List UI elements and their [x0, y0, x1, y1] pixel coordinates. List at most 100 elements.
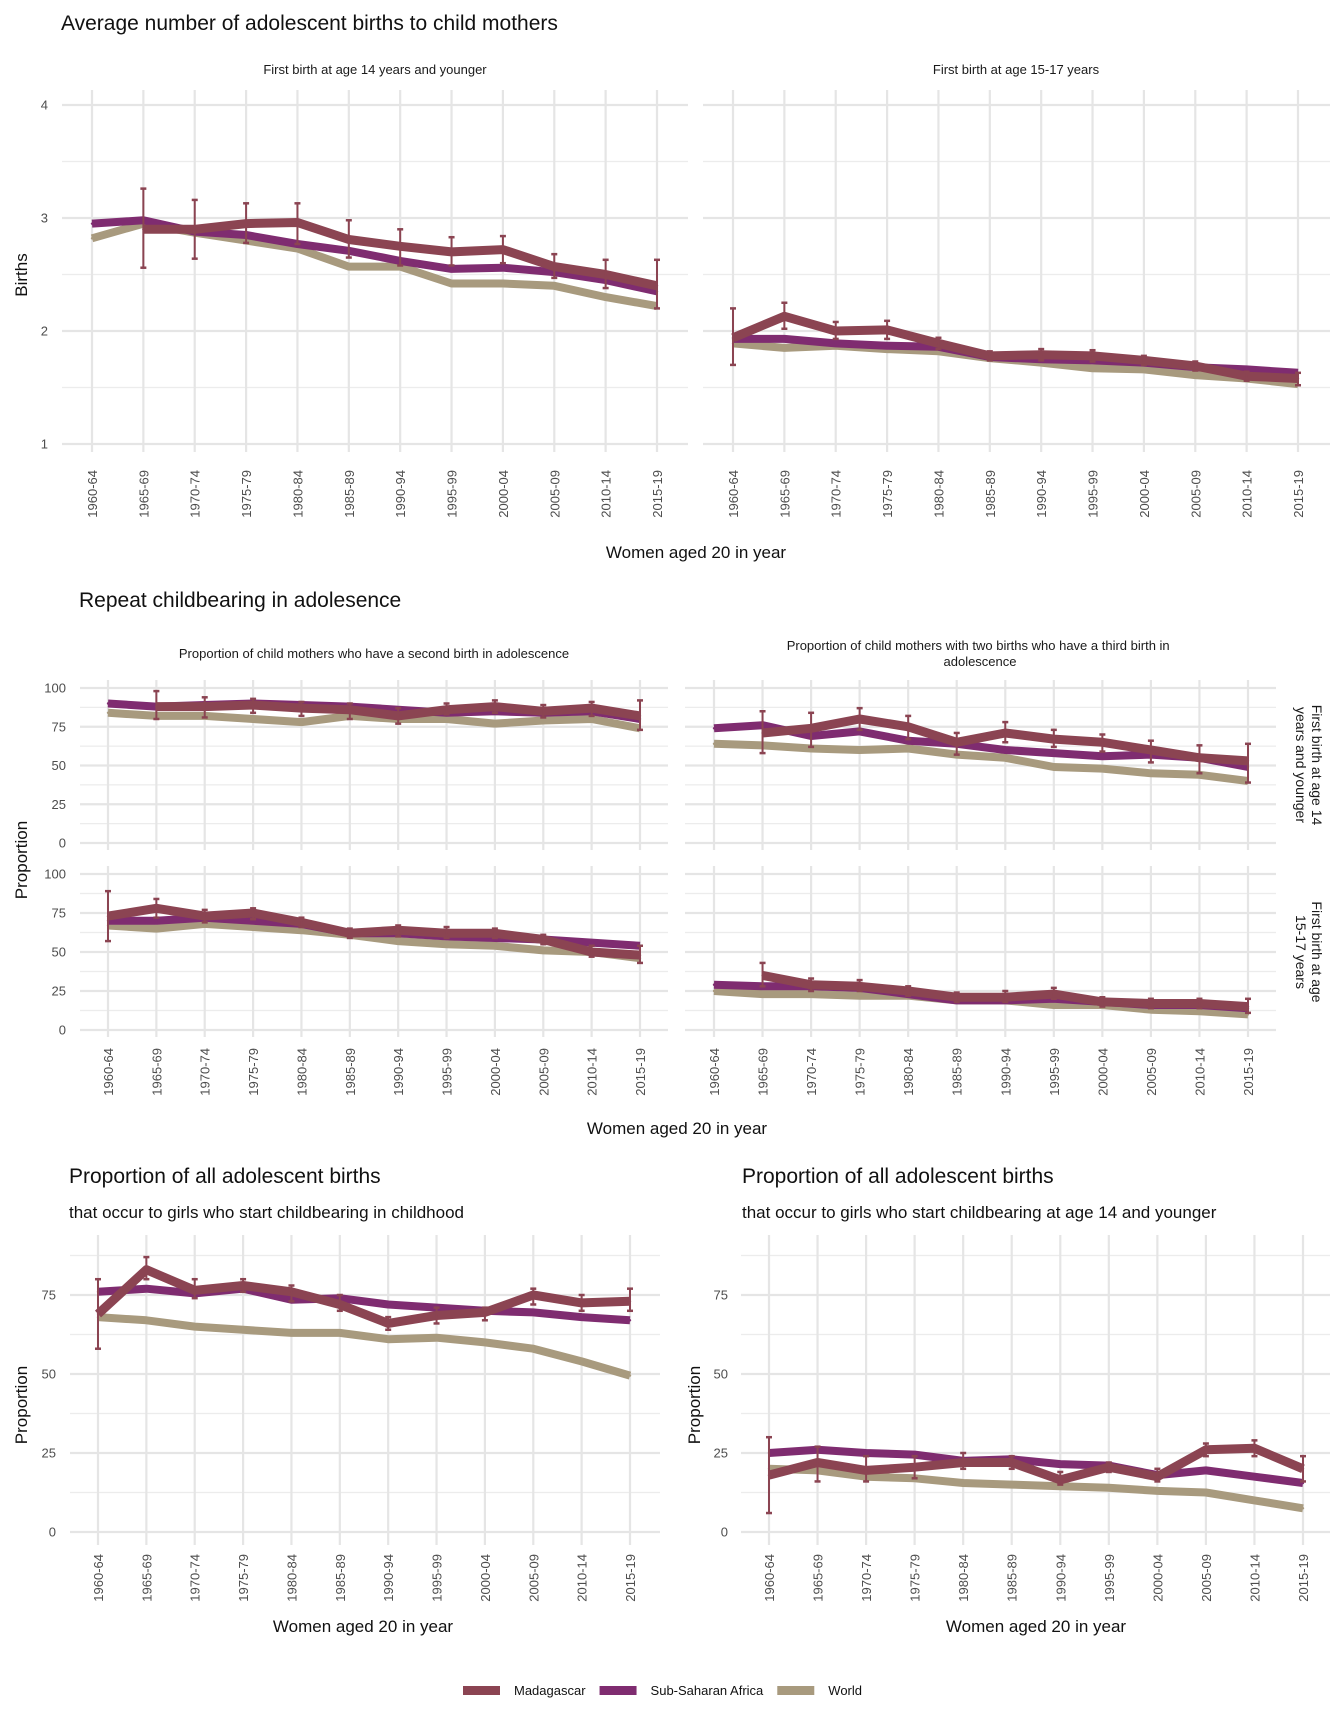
legend-label: Sub-Saharan Africa	[651, 1683, 765, 1698]
error-bar	[298, 700, 305, 718]
facet-title-third-birth: Proportion of child mothers with two bir…	[787, 638, 1174, 669]
data-point	[145, 1319, 148, 1322]
x-tick-label: 1980-84	[294, 1048, 309, 1096]
error-bar	[1008, 1454, 1015, 1471]
series-line	[768, 1464, 1304, 1513]
error-bar	[602, 258, 609, 290]
error-bar	[911, 1454, 918, 1480]
data-point	[1301, 1507, 1305, 1510]
error-bar	[243, 202, 250, 245]
data-point	[193, 1325, 196, 1328]
x-axis-title-section3-right: Women aged 20 in year	[946, 1617, 1127, 1636]
strip-label-15-17-line1: First birth at age	[1309, 901, 1325, 1002]
data-point	[580, 1360, 583, 1363]
series-line	[107, 708, 641, 733]
error-bar	[346, 927, 353, 940]
error-bar	[288, 1284, 295, 1303]
error-bar	[1002, 720, 1009, 744]
x-tick-label: 1985-89	[333, 1554, 348, 1602]
x-tick-label: 2015-19	[1241, 1048, 1256, 1096]
error-bar	[856, 706, 863, 732]
legend-swatch	[777, 1686, 815, 1695]
error-bar	[1245, 997, 1251, 1015]
x-tick-label: 2010-14	[585, 1048, 600, 1096]
series-line	[731, 311, 1299, 383]
error-bar	[153, 689, 160, 721]
x-tick-label: 1965-69	[149, 1048, 164, 1096]
strip-label-14-line2: years and younger	[1293, 707, 1309, 823]
error-bar	[1196, 997, 1203, 1010]
panel-avg-births-15-17: 1960-64 1965-69 1970-74 1975-79 1980-84 1985-…	[703, 90, 1330, 518]
data-point	[241, 1328, 245, 1331]
data-point	[435, 1336, 438, 1339]
x-tick-label: 1980-84	[956, 1554, 971, 1602]
x-tick-label: 2015-19	[633, 1048, 648, 1096]
data-point	[590, 717, 593, 721]
error-bar	[1251, 1439, 1258, 1458]
x-tick-label: 2005-09	[1199, 1554, 1214, 1602]
error-bar	[1050, 986, 1057, 1001]
data-point	[251, 717, 255, 721]
error-bar	[143, 1255, 150, 1281]
y-tick-label: 0	[721, 1525, 728, 1540]
x-tick-label: 2010-14	[599, 470, 614, 518]
series-madagascar	[766, 1435, 1306, 1515]
x-tick-label: 1985-89	[983, 470, 998, 518]
section-title-prop-childhood: Proportion of all adolescent births	[69, 1165, 381, 1188]
error-bar	[832, 320, 839, 341]
x-tick-label: 1995-99	[445, 470, 460, 518]
data-point	[106, 702, 110, 705]
data-point	[145, 1287, 148, 1290]
y-axis-title-births: Births	[12, 253, 31, 296]
x-tick-label: 1960-64	[85, 470, 100, 518]
error-bar	[395, 706, 402, 725]
x-tick-label: 1960-64	[762, 1554, 777, 1602]
error-bar	[1245, 742, 1251, 784]
error-bar	[808, 977, 815, 993]
error-bar	[397, 228, 404, 267]
series-line	[767, 1443, 1305, 1485]
x-tick-label: 2015-19	[1296, 1554, 1311, 1602]
x-tick-label: 1965-69	[139, 1554, 154, 1602]
y-tick-label: 3	[41, 211, 48, 226]
data-point	[450, 282, 453, 285]
error-bar	[1243, 370, 1250, 382]
data-point	[532, 1311, 535, 1314]
error-bar	[637, 944, 643, 965]
y-tick-label: 25	[52, 797, 66, 812]
error-bar	[986, 350, 993, 362]
x-tick-label: 1970-74	[859, 1554, 874, 1602]
error-bar	[654, 258, 660, 310]
data-point	[347, 265, 351, 268]
x-tick-label: 2010-14	[1240, 470, 1255, 518]
data-point	[493, 722, 497, 725]
facet-title-second-birth: Proportion of child mothers who have a s…	[179, 646, 569, 661]
x-tick-label: 2005-09	[1188, 470, 1203, 518]
data-point	[542, 719, 545, 722]
data-point	[590, 941, 593, 944]
error-bar	[298, 916, 305, 929]
error-bar	[95, 1277, 101, 1350]
data-point	[155, 927, 158, 930]
data-point	[90, 222, 94, 225]
error-bar	[884, 319, 891, 341]
data-point	[1052, 751, 1056, 755]
data-point	[580, 1315, 583, 1319]
data-point	[290, 1331, 293, 1335]
legend-label: World	[828, 1683, 862, 1698]
error-bar	[1057, 1470, 1064, 1486]
data-point	[906, 747, 910, 750]
series-line	[107, 919, 641, 963]
data-point	[106, 711, 110, 714]
y-tick-label: 50	[714, 1367, 728, 1382]
x-tick-label: 2000-04	[488, 1048, 503, 1096]
data-point	[1091, 367, 1094, 370]
data-point	[338, 1331, 342, 1335]
x-tick-label: 1960-64	[726, 470, 741, 518]
data-point	[532, 1347, 535, 1350]
x-tick-label: 2000-04	[1150, 1554, 1165, 1602]
x-tick-label: 2000-04	[478, 1554, 493, 1602]
error-bar	[105, 889, 111, 943]
error-bar	[250, 907, 257, 921]
data-point	[493, 944, 497, 947]
